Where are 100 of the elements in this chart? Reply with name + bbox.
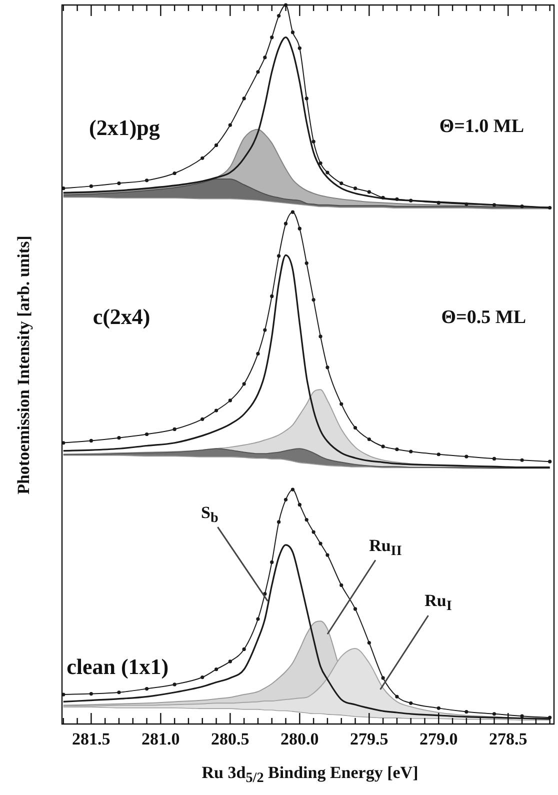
- x-axis-title: Ru 3d$_{5/2}$ Binding Energy [eV]: [202, 762, 418, 788]
- point: [270, 36, 274, 40]
- point: [256, 352, 260, 356]
- point: [304, 96, 308, 100]
- point: [409, 450, 413, 454]
- point: [298, 226, 302, 230]
- annotation: Θ=0.5 ML: [441, 306, 526, 329]
- point: [228, 660, 232, 664]
- point: [263, 56, 267, 60]
- point: [117, 690, 121, 694]
- x-tick-label: 280.5: [211, 730, 250, 749]
- point: [277, 520, 281, 524]
- point: [381, 676, 385, 680]
- point: [89, 184, 93, 188]
- point: [290, 488, 295, 492]
- x-tick-label: 279.0: [420, 730, 458, 749]
- point: [298, 46, 302, 50]
- point: [464, 710, 468, 714]
- x-tick-label: 281.5: [72, 730, 110, 749]
- point: [464, 454, 468, 458]
- point: [312, 140, 316, 144]
- point: [228, 123, 232, 127]
- point: [117, 182, 121, 186]
- point: [284, 498, 288, 502]
- point: [520, 458, 524, 462]
- point: [242, 382, 246, 386]
- x-tick-label: 281.0: [142, 730, 180, 749]
- point: [340, 402, 344, 406]
- point: [464, 202, 468, 206]
- point: [298, 502, 302, 507]
- annotation: S$_{b}$: [201, 502, 218, 528]
- point: [326, 170, 330, 174]
- point: [353, 607, 358, 611]
- point: [144, 686, 149, 691]
- x-tick-label: 278.5: [489, 730, 528, 749]
- point: [340, 182, 344, 186]
- point: [62, 692, 66, 696]
- point: [200, 156, 204, 160]
- point: [256, 70, 260, 74]
- point: [436, 200, 440, 205]
- point: [409, 198, 413, 202]
- point: [290, 210, 295, 214]
- point: [395, 197, 399, 201]
- point: [318, 334, 322, 338]
- point: [520, 714, 524, 718]
- x-tick-label: 280.0: [280, 730, 319, 749]
- point: [256, 617, 260, 621]
- point: [270, 294, 274, 298]
- point: [326, 366, 330, 370]
- point: [172, 682, 176, 686]
- point: [492, 203, 496, 207]
- point: [353, 426, 358, 430]
- point: [277, 14, 281, 18]
- point: [144, 178, 149, 182]
- point: [214, 143, 218, 148]
- point: [242, 96, 246, 100]
- point: [381, 196, 385, 200]
- annotation: c(2x4): [92, 304, 150, 330]
- point: [409, 701, 413, 705]
- point: [304, 518, 308, 522]
- point: [367, 437, 371, 442]
- point: [214, 408, 218, 412]
- point: [312, 530, 316, 534]
- point: [144, 432, 149, 436]
- point: [270, 560, 274, 564]
- point: [284, 222, 288, 226]
- point: [367, 190, 371, 194]
- point: [228, 398, 232, 402]
- point: [117, 436, 121, 440]
- point: [304, 261, 308, 265]
- point: [548, 460, 552, 464]
- point: [381, 444, 385, 448]
- point: [214, 668, 218, 672]
- point: [62, 441, 66, 445]
- x-tick-label: 279.5: [350, 730, 388, 749]
- point: [242, 647, 246, 652]
- point: [172, 427, 176, 432]
- point: [436, 706, 440, 710]
- annotation: Ru$_{I}$: [424, 591, 452, 616]
- point: [548, 206, 552, 210]
- point: [200, 417, 204, 421]
- annotation: Θ=1.0 ML: [439, 116, 524, 138]
- point: [436, 452, 440, 456]
- point: [263, 328, 267, 332]
- point: [172, 171, 176, 176]
- point: [89, 692, 93, 696]
- point: [318, 542, 322, 546]
- point: [89, 438, 93, 443]
- point: [367, 640, 371, 645]
- annotation: clean (1x1): [66, 654, 169, 680]
- point: [200, 675, 204, 680]
- point: [312, 298, 316, 302]
- point: [326, 553, 330, 557]
- point: [277, 254, 281, 258]
- y-axis-title: Photoemission Intensity [arb. units]: [14, 236, 34, 494]
- point: [395, 448, 399, 452]
- point: [318, 161, 322, 165]
- point: [353, 186, 358, 190]
- point: [62, 186, 66, 190]
- annotation: Ru$_{II}$: [369, 536, 402, 560]
